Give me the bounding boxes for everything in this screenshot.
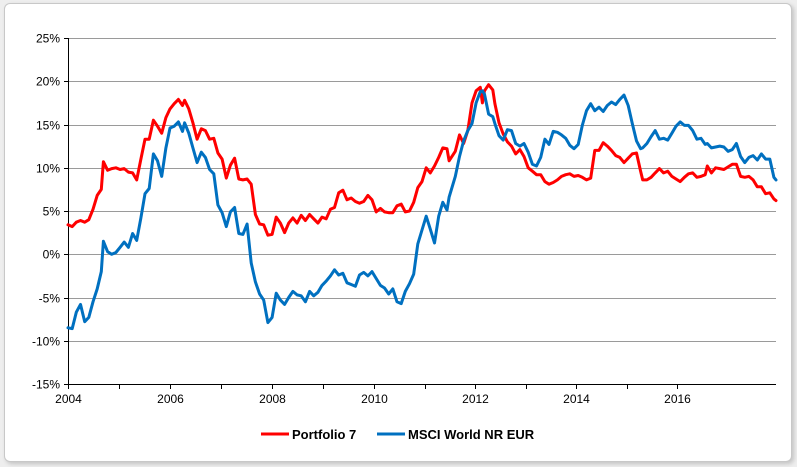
y-tick-label: -15% xyxy=(32,378,60,392)
axes xyxy=(68,38,776,385)
y-tick-label: 20% xyxy=(36,75,60,89)
chart-frame xyxy=(4,3,792,462)
x-tick-label: 2010 xyxy=(361,392,388,406)
x-tick-label: 2004 xyxy=(55,392,82,406)
y-tick-label: 5% xyxy=(43,205,61,219)
x-tick-label: 2014 xyxy=(563,392,590,406)
series-lines xyxy=(66,83,778,331)
series-line-msci-world xyxy=(66,89,778,331)
legend-label-portfolio-7: Portfolio 7 xyxy=(292,427,356,442)
y-tick-label: 10% xyxy=(36,162,60,176)
y-tick-label: 15% xyxy=(36,119,60,133)
y-tick-label: 0% xyxy=(43,248,61,262)
series-line-portfolio-7 xyxy=(66,83,778,237)
y-axis-ticks: 25% 20% 15% 10% 5% 0% -5% -10% -15% xyxy=(32,32,68,392)
y-tick-label: 25% xyxy=(36,32,60,46)
x-axis-ticks: 2004 2006 2008 2010 2012 2014 2016 xyxy=(55,384,691,406)
y-tick-label: -10% xyxy=(32,335,60,349)
x-tick-label: 2016 xyxy=(664,392,691,406)
x-tick-label: 2012 xyxy=(462,392,489,406)
y-tick-label: -5% xyxy=(39,292,61,306)
gridlines xyxy=(68,38,776,385)
legend-label-msci-world: MSCI World NR EUR xyxy=(408,427,535,442)
legend: Portfolio 7 MSCI World NR EUR xyxy=(261,427,535,442)
x-tick-label: 2008 xyxy=(259,392,286,406)
x-tick-label: 2006 xyxy=(157,392,184,406)
